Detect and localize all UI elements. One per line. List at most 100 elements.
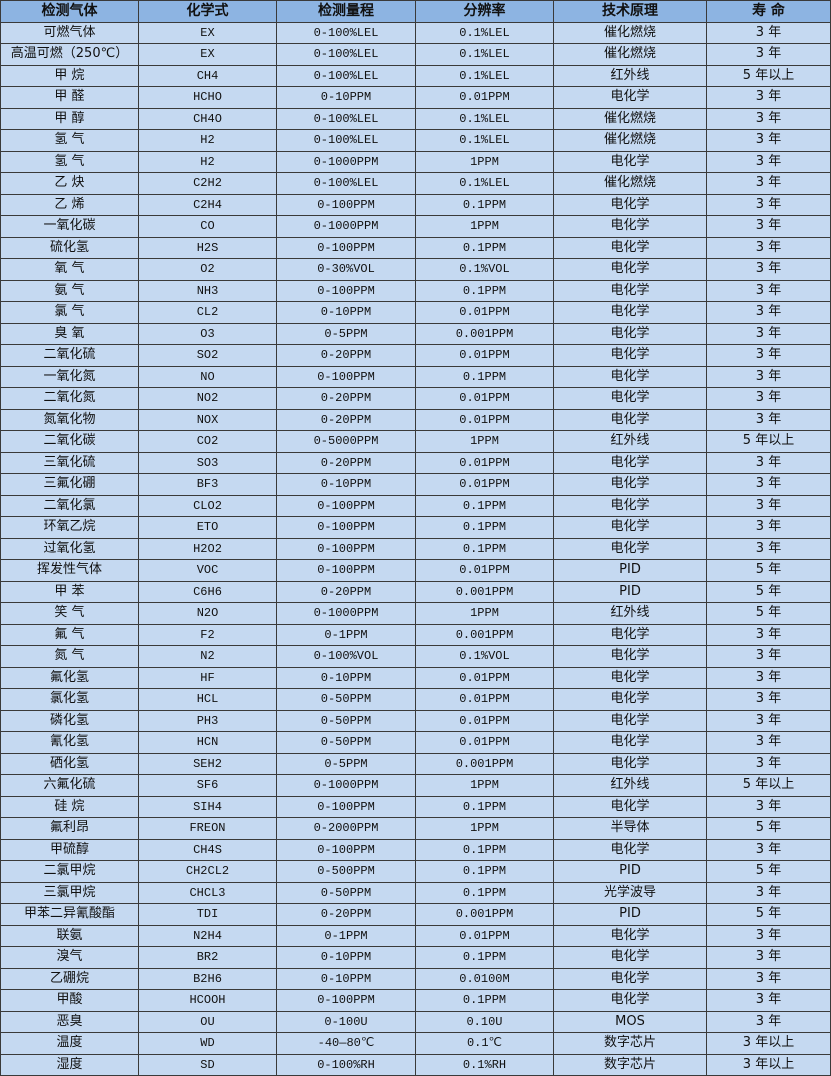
lifespan-cell: 3 年: [706, 193, 831, 216]
principle-cell: PID: [553, 559, 707, 582]
lifespan-cell: 3 年: [706, 752, 831, 775]
range-cell: 0-100%LEL: [276, 21, 416, 44]
principle-cell: 电化学: [553, 301, 707, 324]
range-cell: 0-5PPM: [276, 752, 416, 775]
range-cell: 0-1000PPM: [276, 215, 416, 238]
table-row: 二氧化碳 CO2 0-5000PPM 1PPM 红外线 5 年以上: [0, 430, 831, 453]
gas-cell: 氮氧化物: [0, 408, 139, 431]
resolution-cell: 0.01PPM: [415, 709, 554, 732]
gas-cell: 氯 气: [0, 301, 139, 324]
formula-cell: H2: [138, 150, 277, 173]
range-cell: 0-1PPM: [276, 623, 416, 646]
formula-cell: NO2: [138, 387, 277, 410]
formula-cell: H2O2: [138, 537, 277, 560]
principle-cell: 电化学: [553, 258, 707, 281]
lifespan-cell: 5 年: [706, 602, 831, 625]
lifespan-cell: 3 年: [706, 279, 831, 302]
formula-cell: PH3: [138, 709, 277, 732]
principle-cell: 电化学: [553, 623, 707, 646]
resolution-cell: 0.1%LEL: [415, 21, 554, 44]
gas-cell: 溴气: [0, 946, 139, 969]
range-cell: 0-50PPM: [276, 709, 416, 732]
range-cell: 0-100%LEL: [276, 129, 416, 152]
formula-cell: CL2: [138, 301, 277, 324]
range-cell: 0-50PPM: [276, 688, 416, 711]
formula-cell: CO2: [138, 430, 277, 453]
resolution-cell: 0.1PPM: [415, 881, 554, 904]
resolution-cell: 0.1PPM: [415, 838, 554, 861]
range-cell: 0-10PPM: [276, 967, 416, 990]
gas-cell: 氰化氢: [0, 731, 139, 754]
formula-cell: VOC: [138, 559, 277, 582]
range-cell: 0-100PPM: [276, 795, 416, 818]
lifespan-cell: 3 年: [706, 838, 831, 861]
table-row: 氮氧化物 NOX 0-20PPM 0.01PPM 电化学 3 年: [0, 408, 831, 431]
table-row: 氧 气 O2 0-30%VOL 0.1%VOL 电化学 3 年: [0, 258, 831, 281]
lifespan-cell: 3 年: [706, 21, 831, 44]
lifespan-cell: 3 年: [706, 946, 831, 969]
formula-cell: HCHO: [138, 86, 277, 109]
resolution-cell: 0.01PPM: [415, 731, 554, 754]
table-row: 氢 气 H2 0-1000PPM 1PPM 电化学 3 年: [0, 150, 831, 173]
lifespan-cell: 5 年: [706, 580, 831, 603]
range-cell: 0-100%LEL: [276, 43, 416, 66]
resolution-cell: 0.0100M: [415, 967, 554, 990]
formula-cell: BF3: [138, 473, 277, 496]
gas-cell: 温度: [0, 1032, 139, 1055]
resolution-cell: 0.01PPM: [415, 408, 554, 431]
principle-cell: 电化学: [553, 838, 707, 861]
gas-cell: 氯化氢: [0, 688, 139, 711]
gas-cell: 二氧化碳: [0, 430, 139, 453]
formula-cell: SO2: [138, 344, 277, 367]
resolution-cell: 0.01PPM: [415, 387, 554, 410]
lifespan-cell: 3 年: [706, 795, 831, 818]
principle-cell: 电化学: [553, 451, 707, 474]
range-cell: 0-500PPM: [276, 860, 416, 883]
range-cell: 0-10PPM: [276, 946, 416, 969]
gas-cell: 氧 气: [0, 258, 139, 281]
principle-cell: 电化学: [553, 387, 707, 410]
table-row: 硒化氢 SEH2 0-5PPM 0.001PPM 电化学 3 年: [0, 752, 831, 775]
table-row: 三氯甲烷 CHCL3 0-50PPM 0.1PPM 光学波导 3 年: [0, 881, 831, 904]
range-cell: 0-5PPM: [276, 322, 416, 345]
resolution-cell: 0.01PPM: [415, 559, 554, 582]
gas-cell: 联氨: [0, 924, 139, 947]
formula-cell: CO: [138, 215, 277, 238]
formula-cell: WD: [138, 1032, 277, 1055]
resolution-cell: 0.1%RH: [415, 1053, 554, 1076]
range-cell: 0-5000PPM: [276, 430, 416, 453]
lifespan-cell: 3 年: [706, 709, 831, 732]
resolution-cell: 0.001PPM: [415, 752, 554, 775]
table-row: 甲苯二异氰酸酯 TDI 0-20PPM 0.001PPM PID 5 年: [0, 903, 831, 926]
formula-cell: CH2CL2: [138, 860, 277, 883]
formula-cell: CH4O: [138, 107, 277, 130]
formula-cell: C2H4: [138, 193, 277, 216]
principle-cell: 电化学: [553, 150, 707, 173]
gas-cell: 甲酸: [0, 989, 139, 1012]
resolution-cell: 1PPM: [415, 215, 554, 238]
lifespan-cell: 3 年: [706, 365, 831, 388]
lifespan-cell: 3 年: [706, 322, 831, 345]
lifespan-cell: 3 年: [706, 236, 831, 259]
resolution-cell: 0.1℃: [415, 1032, 554, 1055]
principle-cell: 电化学: [553, 967, 707, 990]
principle-cell: 电化学: [553, 408, 707, 431]
lifespan-cell: 3 年: [706, 86, 831, 109]
range-cell: 0-100PPM: [276, 559, 416, 582]
range-cell: 0-100PPM: [276, 365, 416, 388]
principle-cell: 催化燃烧: [553, 21, 707, 44]
principle-cell: 电化学: [553, 193, 707, 216]
gas-cell: 氟利昂: [0, 817, 139, 840]
resolution-cell: 0.01PPM: [415, 301, 554, 324]
principle-cell: 电化学: [553, 752, 707, 775]
table-row: 甲酸 HCOOH 0-100PPM 0.1PPM 电化学 3 年: [0, 989, 831, 1012]
principle-cell: 电化学: [553, 86, 707, 109]
range-cell: 0-100U: [276, 1010, 416, 1033]
formula-cell: F2: [138, 623, 277, 646]
principle-cell: 电化学: [553, 688, 707, 711]
resolution-cell: 0.01PPM: [415, 688, 554, 711]
lifespan-cell: 3 年: [706, 989, 831, 1012]
resolution-cell: 0.10U: [415, 1010, 554, 1033]
table-row: 氰化氢 HCN 0-50PPM 0.01PPM 电化学 3 年: [0, 731, 831, 754]
